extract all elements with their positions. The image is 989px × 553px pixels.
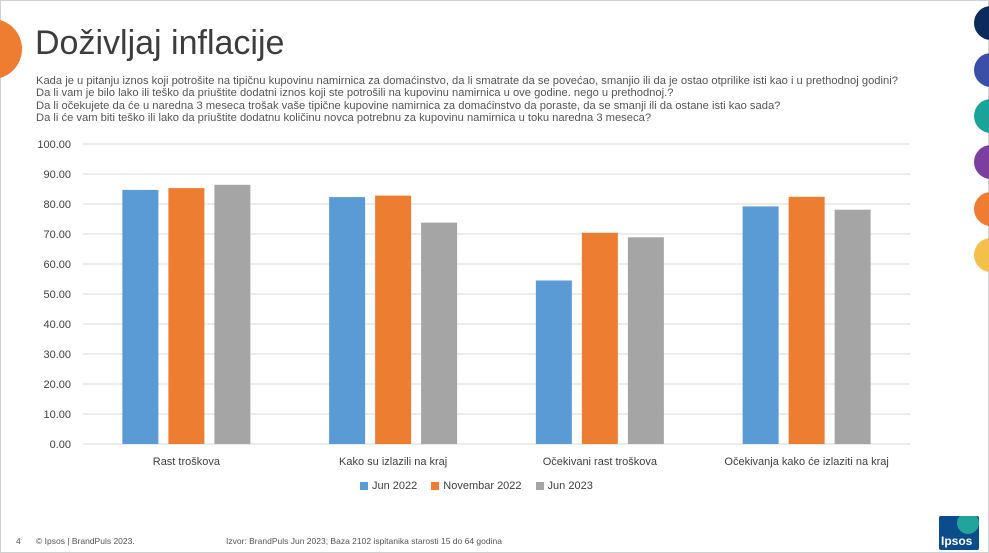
bar [834, 209, 871, 444]
legend-item-jun-2023: Jun 2023 [535, 480, 593, 492]
x-category-label: Očekivani rast troškova [543, 456, 658, 468]
y-tick-label: 100.00 [37, 139, 71, 151]
side-circle-yellow [974, 238, 989, 272]
y-tick-label: 90.00 [43, 169, 71, 181]
legend-item-novembar-2022: Novembar 2022 [431, 480, 522, 492]
legend-label-jun-2022: Jun 2022 [372, 480, 418, 492]
slide-title: Doživljaj inflacije [35, 24, 285, 62]
x-category-label: Kako su izlazili na kraj [339, 456, 447, 468]
bar-chart: 0.00 10.00 20.00 30.00 40.00 50.00 60.00 70.00 8… [37, 139, 910, 468]
bar [329, 197, 366, 444]
y-tick-label: 0.00 [50, 439, 71, 451]
question-2: Da li vam je bilo lako ili teško da priu… [36, 87, 674, 100]
side-circle-blue [974, 53, 989, 87]
survey-questions: Kada je u pitanju iznos koji potrošite n… [36, 75, 898, 124]
y-tick-label: 10.00 [43, 409, 71, 421]
copyright-text: © Ipsos | BrandPuls 2023. [36, 536, 135, 546]
bar [122, 189, 159, 444]
question-1: Kada je u pitanju iznos koji potrošite n… [36, 75, 898, 87]
orange-decoration-circle [0, 19, 22, 79]
bar [535, 280, 572, 444]
side-circle-purple [974, 145, 989, 179]
logo-teal-circle [957, 516, 979, 534]
legend-label-jun-2023: Jun 2023 [547, 480, 593, 492]
legend-item-jun-2022: Jun 2022 [360, 480, 417, 492]
y-tick-label: 70.00 [43, 229, 71, 241]
bar [742, 206, 779, 444]
y-tick-label: 50.00 [43, 289, 71, 301]
bar [581, 232, 618, 444]
y-tick-label: 40.00 [43, 319, 71, 331]
y-tick-label: 60.00 [43, 259, 71, 271]
page-number: 4 [16, 536, 21, 546]
legend-swatch-novembar-2022 [431, 482, 440, 490]
y-tick-label: 80.00 [43, 199, 71, 211]
chart-legend: Jun 2022 Novembar 2022 Jun 2023 [360, 480, 593, 492]
y-tick-label: 20.00 [43, 379, 71, 391]
legend-swatch-jun-2023 [535, 482, 544, 490]
ipsos-logo: Ipsos [939, 516, 979, 550]
side-circle-orange [974, 192, 989, 226]
source-note: Izvor: BrandPuls Jun 2023; Baza 2102 isp… [226, 536, 502, 546]
legend-label-novembar-2022: Novembar 2022 [443, 480, 522, 492]
question-3: Da li očekujete da će u naredna 3 meseca… [36, 99, 781, 112]
bar [421, 222, 458, 444]
legend-swatch-jun-2022 [360, 482, 368, 490]
bar [214, 184, 251, 445]
side-circle-navy [974, 6, 989, 40]
bar [788, 196, 825, 444]
question-4: Da li će vam biti teško ili lako da priu… [36, 111, 652, 124]
x-category-label: Rast troškova [153, 456, 221, 468]
bar [627, 237, 664, 444]
x-category-label: Očekivanja kako će izlaziti na kraj [724, 456, 888, 468]
bar [375, 195, 412, 444]
side-circle-teal [974, 99, 989, 133]
bar [168, 188, 205, 444]
y-tick-label: 30.00 [43, 349, 71, 361]
logo-text: Ipsos [941, 534, 973, 548]
